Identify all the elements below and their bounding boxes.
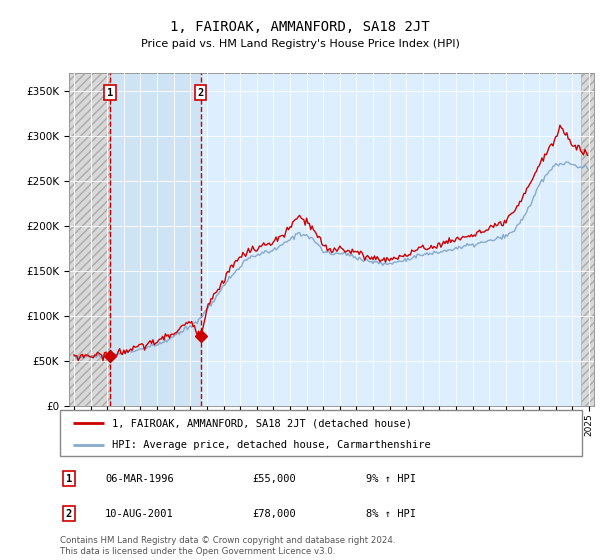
Text: 1: 1 [66,474,72,484]
Text: HPI: Average price, detached house, Carmarthenshire: HPI: Average price, detached house, Carm… [112,440,431,450]
Text: 8% ↑ HPI: 8% ↑ HPI [366,508,416,519]
Text: Price paid vs. HM Land Registry's House Price Index (HPI): Price paid vs. HM Land Registry's House … [140,39,460,49]
Text: 9% ↑ HPI: 9% ↑ HPI [366,474,416,484]
Text: 1: 1 [107,87,113,97]
Bar [69,73,110,406]
Text: Contains HM Land Registry data © Crown copyright and database right 2024.
This d: Contains HM Land Registry data © Crown c… [60,536,395,556]
Bar [69,73,110,406]
Text: £78,000: £78,000 [252,508,296,519]
Text: 1, FAIROAK, AMMANFORD, SA18 2JT (detached house): 1, FAIROAK, AMMANFORD, SA18 2JT (detache… [112,418,412,428]
Text: 10-AUG-2001: 10-AUG-2001 [105,508,174,519]
Bar [110,73,200,406]
Text: 1, FAIROAK, AMMANFORD, SA18 2JT: 1, FAIROAK, AMMANFORD, SA18 2JT [170,20,430,34]
Text: £55,000: £55,000 [252,474,296,484]
Text: 06-MAR-1996: 06-MAR-1996 [105,474,174,484]
Bar [581,73,594,406]
Text: 2: 2 [66,508,72,519]
Bar [581,73,594,406]
Text: 2: 2 [197,87,204,97]
